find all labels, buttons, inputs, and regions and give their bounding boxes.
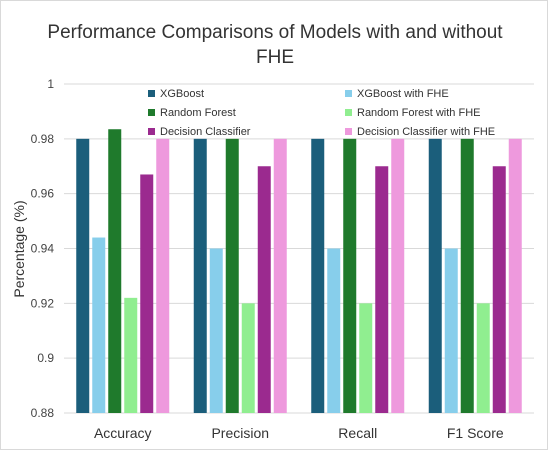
legend-swatch <box>148 90 155 97</box>
bar-xgboost-with-fhe <box>444 248 458 413</box>
legend: XGBoost XGBoost with FHE Random Forest Rand… <box>148 88 495 138</box>
bar-decision-classifier-with-fhe <box>391 138 405 414</box>
category-label: F1 Score <box>447 425 504 441</box>
y-tick-label: 0.92 <box>31 296 55 310</box>
bar-decision-classifier <box>257 166 271 413</box>
bar-xgboost <box>311 138 325 414</box>
y-tick-label: 0.88 <box>31 406 55 420</box>
bar-xgboost <box>193 138 207 414</box>
legend-swatch <box>148 109 155 116</box>
bar-decision-classifier-with-fhe <box>508 138 522 414</box>
legend-label: Decision Classifier with FHE <box>357 126 495 138</box>
y-tick-label: 0.96 <box>31 187 55 201</box>
bar-random-forest-with-fhe <box>241 303 255 413</box>
bars <box>76 129 522 414</box>
legend-swatch <box>345 128 352 135</box>
bar-random-forest-with-fhe <box>476 303 490 413</box>
bar-decision-classifier <box>492 166 506 413</box>
y-tick-labels: 0.88 0.9 0.92 0.94 0.96 0.98 1 <box>31 77 55 420</box>
y-tick-label: 1 <box>47 77 54 91</box>
bar-xgboost <box>76 138 90 414</box>
bar-random-forest <box>460 138 474 414</box>
legend-item: Random Forest <box>148 107 236 119</box>
legend-swatch <box>345 109 352 116</box>
legend-item: Decision Classifier <box>148 126 251 138</box>
bar-xgboost <box>428 138 442 414</box>
category-label: Recall <box>338 425 377 441</box>
legend-item: XGBoost with FHE <box>345 88 449 100</box>
bar-random-forest-with-fhe <box>124 297 138 413</box>
chart-title-line-2: FHE <box>256 47 294 68</box>
bar-random-forest <box>108 129 122 414</box>
bar-xgboost-with-fhe <box>209 248 223 413</box>
legend-label: Random Forest <box>160 107 236 119</box>
y-tick-label: 0.9 <box>37 351 54 365</box>
y-tick-label: 0.94 <box>31 242 55 256</box>
legend-swatch <box>148 128 155 135</box>
bar-decision-classifier-with-fhe <box>156 138 170 414</box>
chart-title-line-1: Performance Comparisons of Models with a… <box>47 22 503 43</box>
bar-random-forest <box>225 138 239 414</box>
legend-item: Decision Classifier with FHE <box>345 126 495 138</box>
bar-xgboost-with-fhe <box>92 237 106 413</box>
bar-random-forest <box>343 138 357 414</box>
legend-swatch <box>345 90 352 97</box>
legend-item: Random Forest with FHE <box>345 107 480 119</box>
legend-item: XGBoost <box>148 88 204 100</box>
legend-label: XGBoost <box>160 88 204 100</box>
y-axis-title: Percentage (%) <box>11 200 27 297</box>
legend-label: XGBoost with FHE <box>357 88 449 100</box>
bar-decision-classifier <box>375 166 389 413</box>
y-tick-label: 0.98 <box>31 132 55 146</box>
bar-decision-classifier-with-fhe <box>273 138 287 414</box>
bar-xgboost-with-fhe <box>327 248 341 413</box>
bar-random-forest-with-fhe <box>359 303 373 413</box>
legend-label: Decision Classifier <box>160 126 251 138</box>
category-label: Precision <box>211 425 269 441</box>
bar-decision-classifier <box>140 174 154 413</box>
legend-label: Random Forest with FHE <box>357 107 480 119</box>
category-labels: Accuracy Precision Recall F1 Score <box>94 425 504 441</box>
category-label: Accuracy <box>94 425 152 441</box>
